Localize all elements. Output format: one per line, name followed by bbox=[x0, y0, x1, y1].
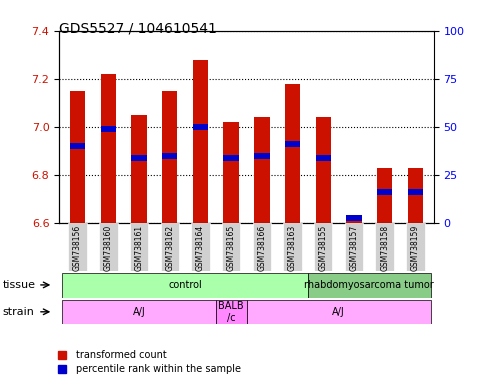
Text: GSM738156: GSM738156 bbox=[73, 225, 82, 271]
Bar bbox=[193, 124, 208, 130]
FancyBboxPatch shape bbox=[62, 300, 216, 324]
Text: GSM738162: GSM738162 bbox=[165, 225, 174, 271]
Bar bbox=[254, 117, 270, 223]
FancyBboxPatch shape bbox=[406, 223, 424, 271]
Text: strain: strain bbox=[2, 307, 35, 317]
FancyBboxPatch shape bbox=[216, 300, 246, 324]
Bar bbox=[408, 189, 423, 195]
Bar bbox=[346, 215, 362, 223]
FancyBboxPatch shape bbox=[62, 273, 308, 298]
Text: GSM738165: GSM738165 bbox=[227, 225, 236, 271]
Text: GSM738161: GSM738161 bbox=[135, 225, 143, 271]
Text: GSM738159: GSM738159 bbox=[411, 225, 420, 271]
Text: GSM738164: GSM738164 bbox=[196, 225, 205, 271]
Bar bbox=[316, 155, 331, 161]
Text: GSM738158: GSM738158 bbox=[380, 225, 389, 271]
Bar bbox=[223, 155, 239, 161]
FancyBboxPatch shape bbox=[222, 223, 241, 271]
Bar bbox=[285, 141, 300, 147]
Text: GSM738155: GSM738155 bbox=[319, 225, 328, 271]
Text: rhabdomyosarcoma tumor: rhabdomyosarcoma tumor bbox=[305, 280, 434, 290]
Text: transformed count: transformed count bbox=[76, 350, 167, 360]
FancyBboxPatch shape bbox=[376, 223, 394, 271]
FancyBboxPatch shape bbox=[69, 223, 87, 271]
Bar bbox=[285, 84, 300, 223]
FancyBboxPatch shape bbox=[99, 223, 117, 271]
Bar bbox=[254, 152, 270, 159]
Text: GSM738166: GSM738166 bbox=[257, 225, 266, 271]
FancyBboxPatch shape bbox=[345, 223, 363, 271]
Bar bbox=[131, 115, 147, 223]
Text: GSM738157: GSM738157 bbox=[350, 225, 358, 271]
Bar bbox=[408, 167, 423, 223]
FancyBboxPatch shape bbox=[191, 223, 210, 271]
Bar bbox=[346, 215, 362, 221]
Bar bbox=[131, 155, 147, 161]
FancyBboxPatch shape bbox=[252, 223, 271, 271]
FancyBboxPatch shape bbox=[308, 273, 431, 298]
Bar bbox=[70, 143, 85, 149]
FancyBboxPatch shape bbox=[246, 300, 431, 324]
Text: A/J: A/J bbox=[133, 307, 145, 317]
Text: tissue: tissue bbox=[2, 280, 35, 290]
Text: percentile rank within the sample: percentile rank within the sample bbox=[76, 364, 242, 374]
Bar bbox=[162, 152, 177, 159]
FancyBboxPatch shape bbox=[161, 223, 179, 271]
FancyBboxPatch shape bbox=[130, 223, 148, 271]
Bar bbox=[377, 167, 392, 223]
Bar bbox=[223, 122, 239, 223]
Bar bbox=[377, 189, 392, 195]
Text: BALB
/c: BALB /c bbox=[218, 301, 244, 323]
Bar bbox=[70, 91, 85, 223]
Text: control: control bbox=[168, 280, 202, 290]
Bar bbox=[162, 91, 177, 223]
Bar bbox=[101, 126, 116, 132]
Text: GDS5527 / 104610541: GDS5527 / 104610541 bbox=[59, 21, 217, 35]
Text: GSM738163: GSM738163 bbox=[288, 225, 297, 271]
Text: A/J: A/J bbox=[332, 307, 345, 317]
Text: GSM738160: GSM738160 bbox=[104, 225, 113, 271]
Bar bbox=[101, 74, 116, 223]
Bar bbox=[316, 117, 331, 223]
FancyBboxPatch shape bbox=[314, 223, 332, 271]
Bar bbox=[193, 60, 208, 223]
FancyBboxPatch shape bbox=[283, 223, 302, 271]
